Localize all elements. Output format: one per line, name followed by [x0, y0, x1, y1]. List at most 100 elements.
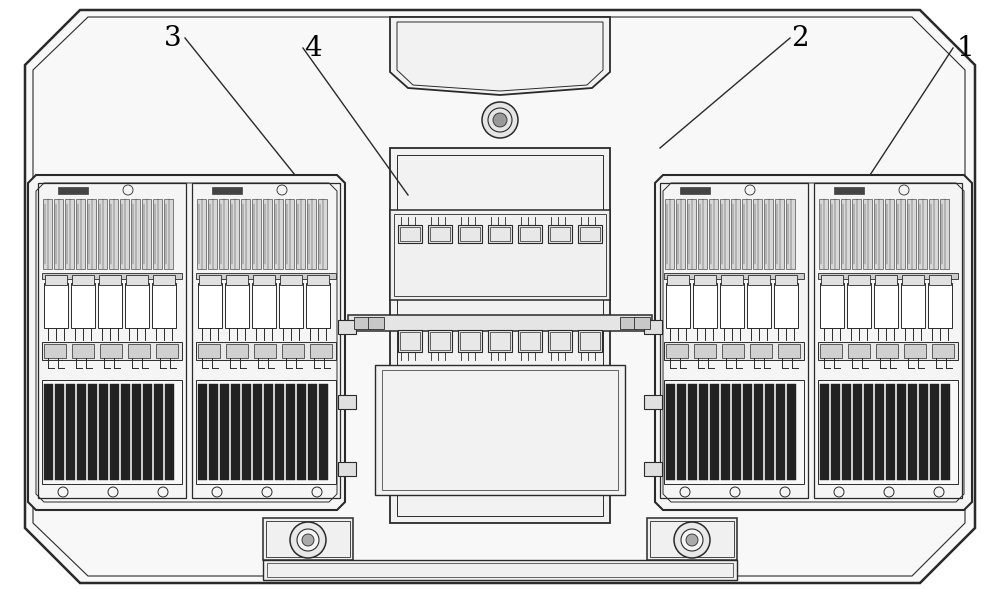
Bar	[902, 275, 924, 285]
Bar	[338, 320, 356, 334]
Bar	[430, 332, 450, 350]
Bar	[72, 344, 94, 358]
Circle shape	[493, 113, 507, 127]
Bar	[252, 283, 276, 328]
Bar	[307, 275, 329, 285]
Bar	[520, 227, 540, 241]
Bar	[819, 199, 828, 269]
Bar	[660, 183, 808, 498]
Bar	[665, 199, 674, 269]
Bar	[732, 384, 741, 480]
Bar	[787, 384, 796, 480]
Bar	[897, 384, 906, 480]
Bar	[918, 199, 927, 269]
Bar	[38, 183, 186, 498]
Polygon shape	[28, 175, 345, 510]
Bar	[306, 283, 330, 328]
Bar	[72, 275, 94, 285]
Bar	[109, 199, 118, 269]
Text: 2: 2	[791, 24, 809, 52]
Bar	[578, 330, 602, 352]
Bar	[88, 384, 97, 480]
Bar	[818, 342, 958, 360]
Bar	[65, 199, 74, 269]
Bar	[620, 317, 636, 329]
Bar	[338, 395, 356, 409]
Bar	[550, 227, 570, 241]
Bar	[666, 344, 688, 358]
Bar	[120, 199, 129, 269]
Bar	[488, 330, 512, 352]
Bar	[428, 225, 452, 243]
Bar	[164, 199, 173, 269]
Bar	[644, 395, 662, 409]
Bar	[664, 342, 804, 360]
Bar	[821, 275, 843, 285]
Bar	[142, 199, 151, 269]
Bar	[394, 214, 606, 296]
Bar	[254, 344, 276, 358]
Bar	[152, 283, 176, 328]
Bar	[753, 199, 762, 269]
Bar	[338, 462, 356, 476]
Bar	[275, 384, 284, 480]
Bar	[694, 344, 716, 358]
Bar	[748, 275, 770, 285]
Bar	[390, 210, 610, 300]
Bar	[263, 199, 272, 269]
Bar	[382, 370, 618, 490]
Bar	[460, 332, 480, 350]
Bar	[198, 344, 220, 358]
Bar	[231, 384, 240, 480]
Bar	[721, 275, 743, 285]
Bar	[308, 384, 317, 480]
Bar	[830, 199, 839, 269]
Bar	[297, 384, 306, 480]
Bar	[928, 283, 952, 328]
Bar	[368, 317, 384, 329]
Bar	[666, 384, 675, 480]
Bar	[929, 275, 951, 285]
Polygon shape	[390, 17, 610, 95]
Bar	[98, 199, 107, 269]
Bar	[694, 275, 716, 285]
Bar	[852, 199, 861, 269]
Bar	[307, 199, 316, 269]
Bar	[853, 384, 862, 480]
Bar	[397, 155, 603, 516]
Bar	[687, 199, 696, 269]
Circle shape	[674, 522, 710, 558]
Bar	[398, 330, 422, 352]
Bar	[428, 330, 452, 352]
Bar	[354, 317, 370, 329]
Bar	[864, 384, 873, 480]
Bar	[688, 384, 697, 480]
Bar	[901, 283, 925, 328]
Bar	[226, 275, 248, 285]
Bar	[834, 187, 864, 194]
Bar	[45, 275, 67, 285]
Bar	[634, 317, 650, 329]
Bar	[693, 283, 717, 328]
Bar	[820, 384, 829, 480]
Bar	[154, 384, 163, 480]
Bar	[754, 384, 763, 480]
Bar	[460, 227, 480, 241]
Bar	[400, 227, 420, 241]
Bar	[710, 384, 719, 480]
Bar	[841, 199, 850, 269]
Bar	[458, 225, 482, 243]
Text: 1: 1	[956, 34, 974, 62]
Bar	[842, 384, 851, 480]
Bar	[54, 199, 63, 269]
Bar	[930, 384, 939, 480]
Bar	[698, 199, 707, 269]
Bar	[310, 344, 332, 358]
Bar	[44, 344, 66, 358]
Bar	[285, 199, 294, 269]
Bar	[196, 342, 336, 360]
Bar	[518, 225, 542, 243]
Bar	[932, 344, 954, 358]
Bar	[319, 384, 328, 480]
Bar	[875, 384, 884, 480]
